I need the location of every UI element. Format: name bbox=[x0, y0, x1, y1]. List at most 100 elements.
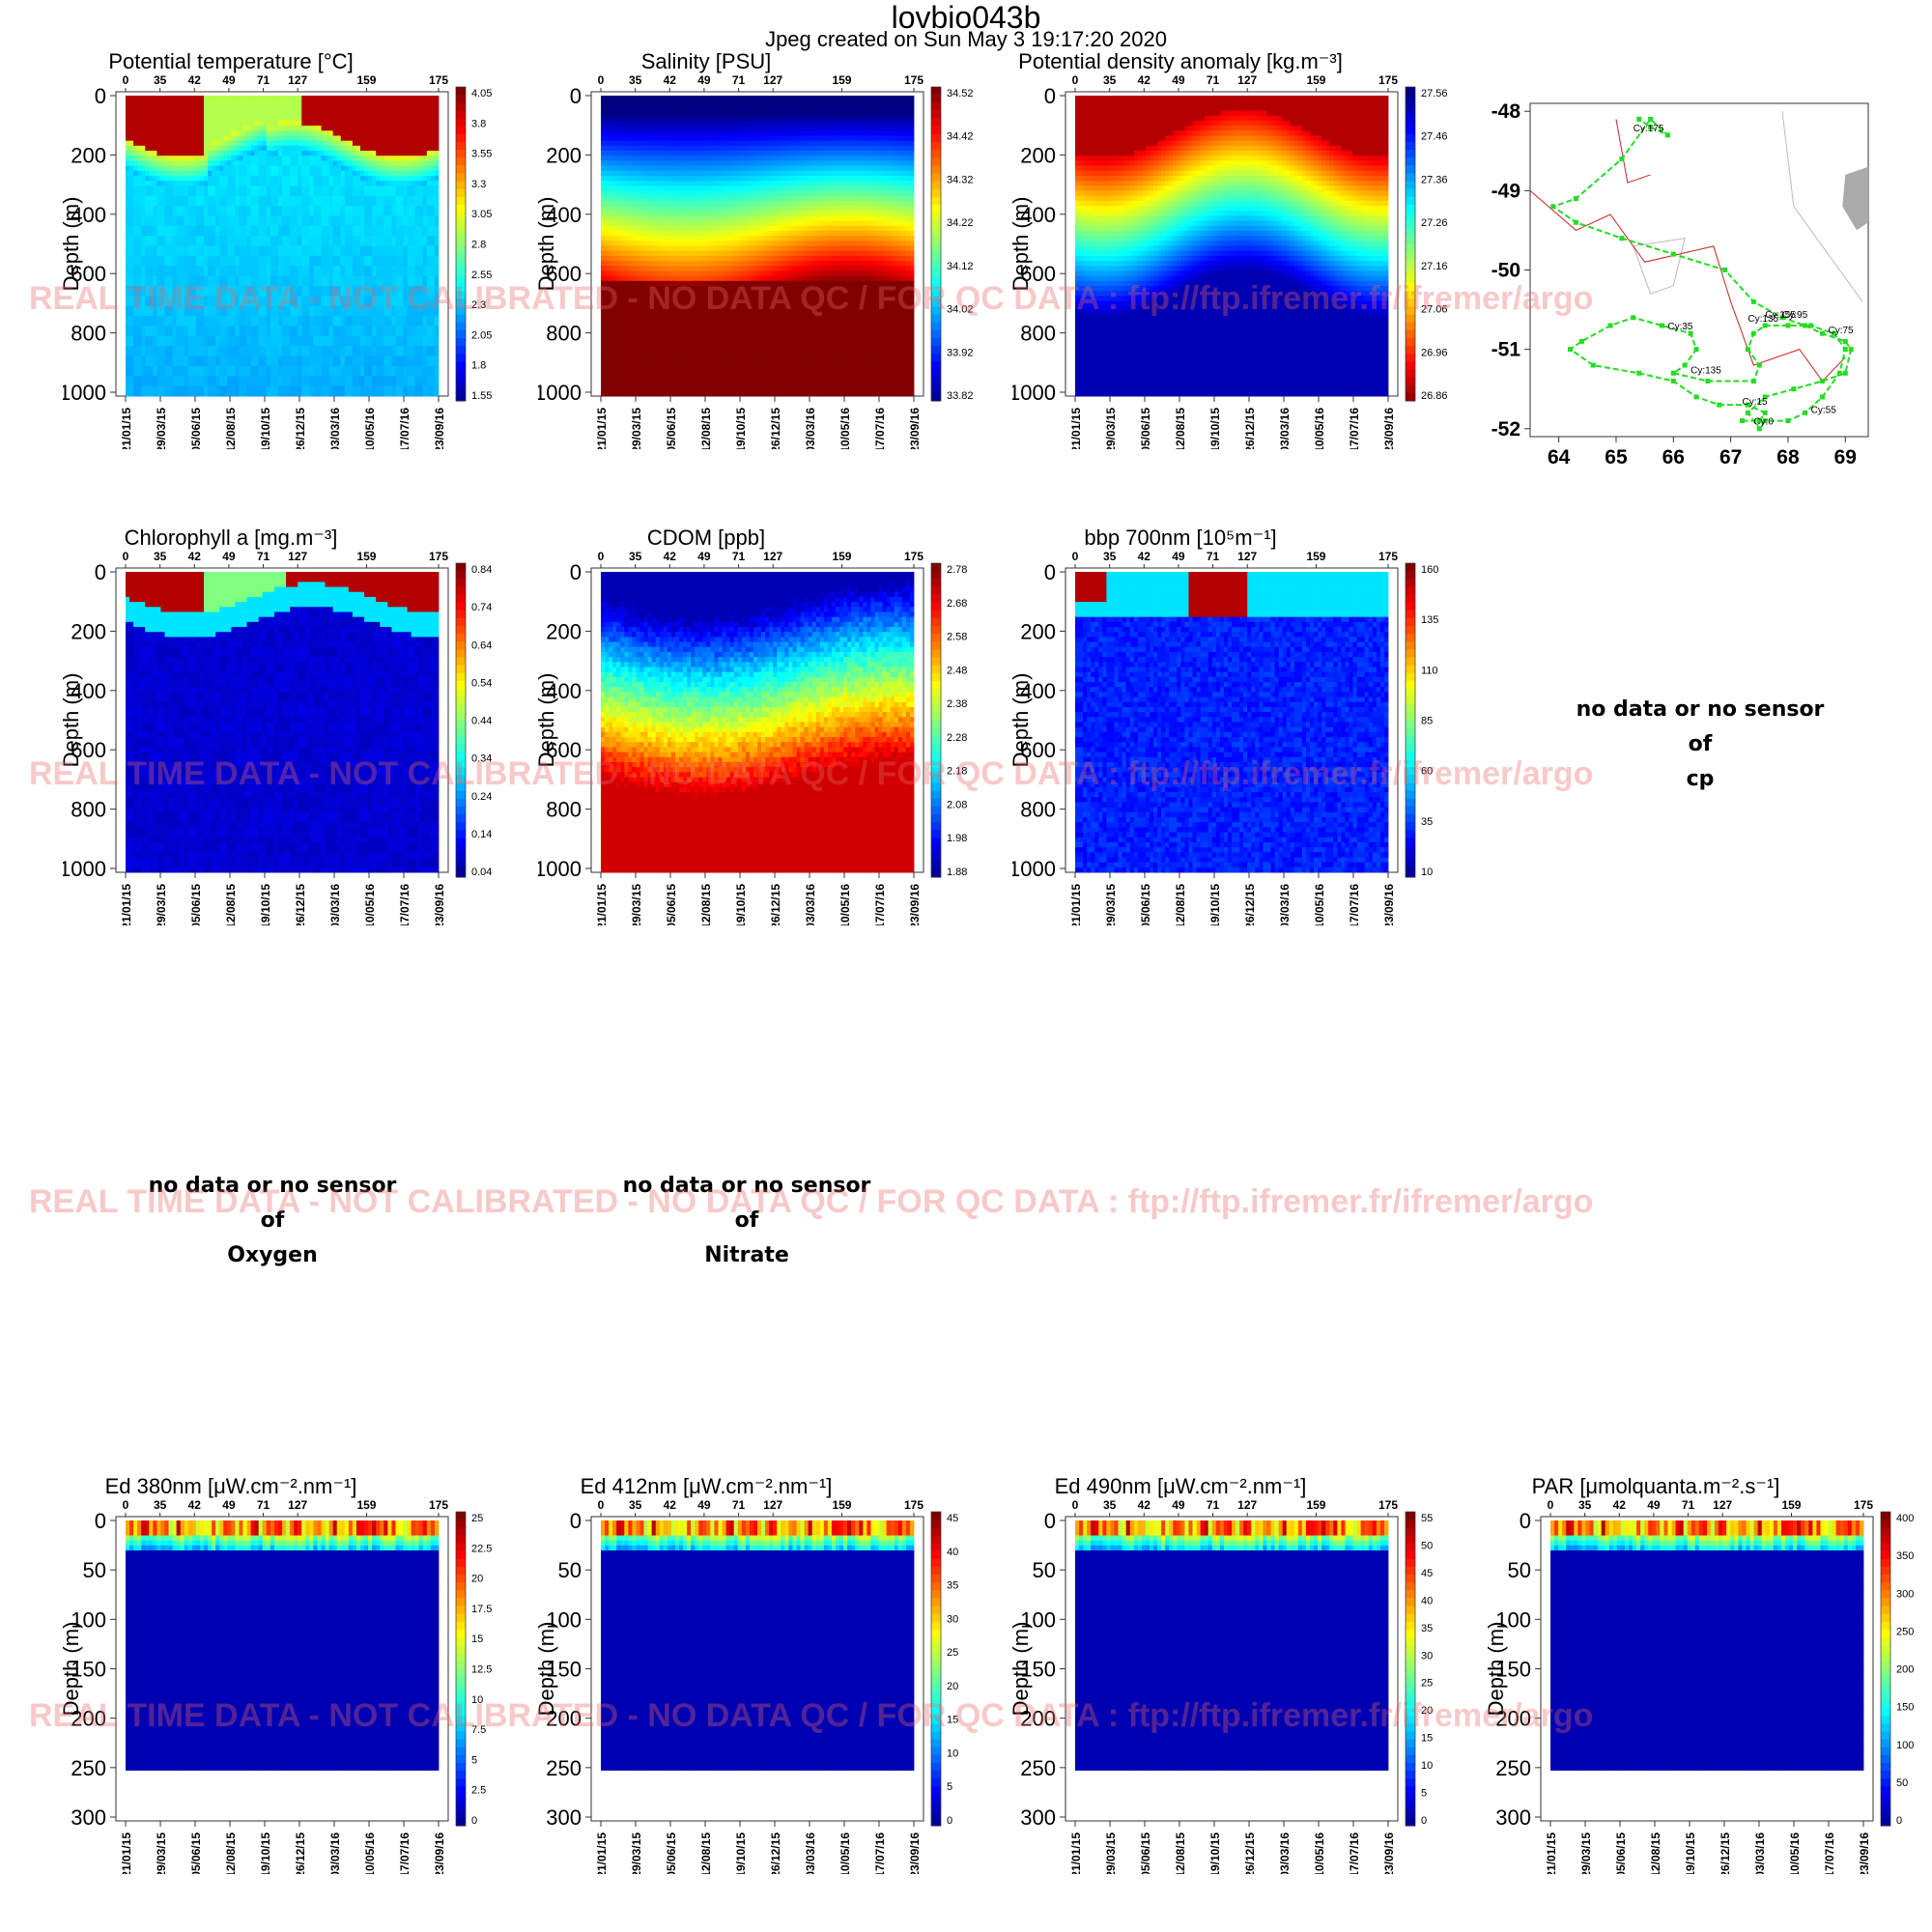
heatmap-cell bbox=[352, 160, 357, 166]
heatmap-cell bbox=[270, 270, 275, 276]
heatmap-cell bbox=[601, 215, 606, 221]
heatmap-cell bbox=[215, 300, 220, 307]
heatmap-cell bbox=[215, 236, 220, 242]
heatmap-cell bbox=[250, 305, 256, 312]
heatmap-cell bbox=[399, 105, 404, 111]
heatmap-cell bbox=[301, 385, 306, 392]
heatmap-cell bbox=[321, 365, 326, 372]
heatmap-cell bbox=[399, 175, 404, 182]
heatmap-cell bbox=[187, 326, 193, 332]
heatmap-cell bbox=[336, 291, 342, 297]
heatmap-cell bbox=[273, 270, 279, 276]
heatmap-cell bbox=[195, 360, 201, 367]
heatmap-cell bbox=[332, 160, 338, 166]
heatmap-cell bbox=[325, 300, 329, 307]
heatmap-cell bbox=[403, 270, 408, 276]
heatmap-cell bbox=[273, 250, 279, 257]
heatmap-cell bbox=[317, 326, 322, 332]
heatmap-cell bbox=[204, 140, 209, 147]
heatmap-cell bbox=[414, 160, 420, 166]
heatmap-cell bbox=[208, 266, 213, 271]
heatmap-cell bbox=[605, 110, 610, 117]
heatmap-cell bbox=[348, 181, 354, 186]
heatmap-cell bbox=[195, 135, 201, 142]
heatmap-cell bbox=[282, 145, 287, 152]
heatmap-cell bbox=[360, 225, 365, 232]
heatmap-cell bbox=[141, 195, 146, 202]
heatmap-cell bbox=[313, 261, 318, 267]
heatmap-cell bbox=[164, 321, 169, 327]
heatmap-cell bbox=[168, 250, 173, 257]
heatmap-cell bbox=[348, 360, 354, 367]
heatmap-cell bbox=[235, 280, 240, 287]
heatmap-cell bbox=[313, 300, 318, 307]
heatmap-cell bbox=[180, 245, 185, 252]
heatmap-cell bbox=[290, 291, 295, 297]
heatmap-cell bbox=[250, 381, 256, 387]
heatmap-cell bbox=[239, 310, 243, 317]
heatmap-cell bbox=[180, 220, 185, 227]
heatmap-cell bbox=[239, 170, 243, 177]
heatmap-cell bbox=[145, 365, 150, 372]
heatmap-cell bbox=[270, 156, 275, 161]
heatmap-cell bbox=[391, 225, 396, 232]
heatmap-cell bbox=[360, 185, 365, 191]
heatmap-cell bbox=[227, 296, 232, 301]
heatmap-cell bbox=[126, 305, 130, 312]
heatmap-cell bbox=[187, 346, 193, 352]
heatmap-cell bbox=[344, 220, 350, 227]
heatmap-cell bbox=[348, 225, 354, 232]
heatmap-cell bbox=[227, 330, 232, 337]
heatmap-cell bbox=[282, 230, 287, 237]
heatmap-cell bbox=[387, 335, 392, 342]
heatmap-cell bbox=[187, 291, 193, 297]
heatmap-cell bbox=[153, 275, 157, 282]
heatmap-cell bbox=[301, 316, 306, 322]
heatmap-cell bbox=[176, 105, 182, 111]
heatmap-cell bbox=[325, 335, 329, 342]
heatmap-cell bbox=[336, 390, 342, 397]
heatmap-cell bbox=[282, 351, 287, 356]
heatmap-cell bbox=[395, 346, 400, 352]
heatmap-cell bbox=[368, 126, 373, 131]
heatmap-cell bbox=[418, 381, 424, 387]
heatmap-cell bbox=[273, 255, 279, 262]
heatmap-cell bbox=[344, 175, 350, 182]
heatmap-cell bbox=[387, 250, 392, 257]
heatmap-cell bbox=[270, 280, 275, 287]
heatmap-cell bbox=[290, 225, 295, 232]
heatmap-cell bbox=[309, 300, 314, 307]
heatmap-cell bbox=[145, 371, 150, 377]
heatmap-cell bbox=[270, 326, 275, 332]
heatmap-cell bbox=[235, 261, 240, 267]
heatmap-cell bbox=[601, 206, 606, 212]
heatmap-cell bbox=[184, 170, 189, 177]
heatmap-cell bbox=[145, 310, 150, 317]
heatmap-cell bbox=[282, 316, 287, 322]
heatmap-cell bbox=[184, 285, 189, 292]
heatmap-cell bbox=[391, 130, 396, 136]
heatmap-cell bbox=[290, 195, 295, 202]
heatmap-cell bbox=[176, 241, 182, 246]
heatmap-cell bbox=[223, 245, 228, 252]
heatmap-cell bbox=[227, 310, 232, 317]
heatmap-cell bbox=[223, 376, 228, 382]
heatmap-cell bbox=[355, 305, 361, 312]
heatmap-cell bbox=[348, 261, 354, 267]
heatmap-cell bbox=[270, 105, 275, 111]
heatmap-cell bbox=[348, 96, 354, 101]
heatmap-cell bbox=[294, 140, 298, 147]
heatmap-cell bbox=[219, 175, 224, 182]
heatmap-cell bbox=[364, 135, 369, 142]
heatmap-cell bbox=[348, 355, 354, 362]
heatmap-cell bbox=[352, 140, 357, 147]
heatmap-cell bbox=[380, 220, 384, 227]
heatmap-cell bbox=[184, 105, 189, 111]
heatmap-cell bbox=[239, 266, 243, 271]
heatmap-cell bbox=[282, 381, 287, 387]
heatmap-cell bbox=[309, 321, 314, 327]
heatmap-cell bbox=[258, 156, 264, 161]
heatmap-cell bbox=[601, 105, 606, 111]
heatmap-cell bbox=[199, 215, 205, 221]
heatmap-cell bbox=[137, 346, 142, 352]
